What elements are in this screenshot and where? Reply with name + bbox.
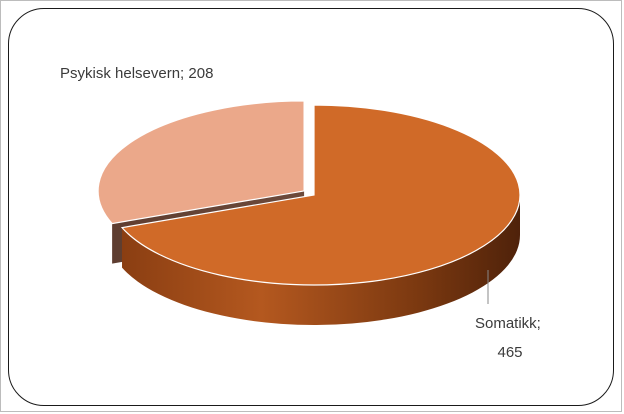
slice-somatikk: [120, 104, 521, 326]
slice-somatikk-top: [120, 104, 521, 286]
data-label-psykisk-helsevern-text: Psykisk helsevern; 208: [60, 65, 213, 82]
data-label-psykisk-helsevern: Psykisk helsevern; 208: [60, 65, 213, 82]
slice-somatikk-side: [122, 195, 521, 326]
data-label-somatikk-line2: 465: [497, 344, 522, 361]
data-label-somatikk-line1: Somatikk;: [475, 315, 541, 332]
slice-psykisk-helsevern-top: [97, 100, 305, 225]
data-label-somatikk: Somatikk; 465: [475, 315, 545, 361]
